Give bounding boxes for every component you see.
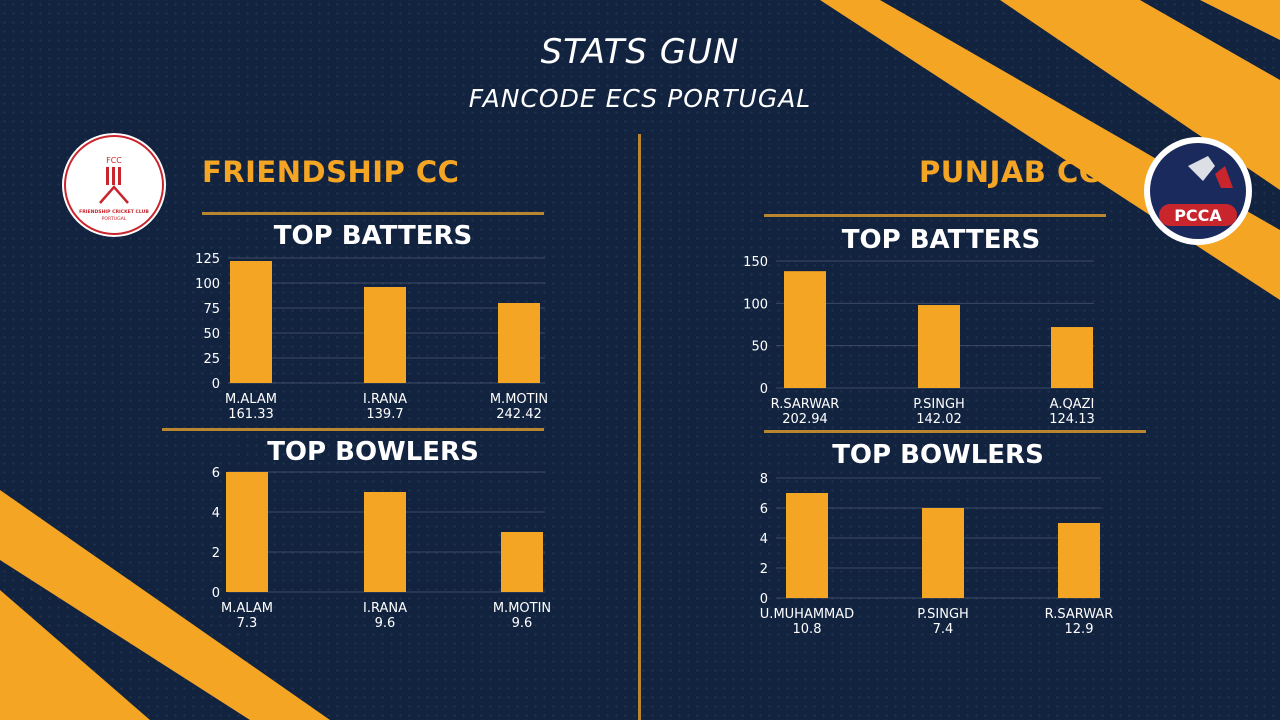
category-label: P.SINGH (917, 607, 969, 622)
page-title: STATS GUN (540, 32, 740, 72)
bar (786, 493, 828, 598)
bar (230, 261, 272, 383)
category-sublabel: 124.13 (1049, 412, 1095, 427)
right-mid-divider (764, 430, 1146, 433)
y-tick-label: 100 (195, 277, 220, 292)
y-tick-label: 4 (760, 532, 768, 547)
y-tick-label: 2 (212, 546, 220, 561)
bar (1058, 523, 1100, 598)
y-tick-label: 0 (212, 377, 220, 392)
left-batters-title: TOP BATTERS (273, 221, 473, 251)
category-label: A.QAZI (1050, 397, 1095, 412)
punjab-cc-logo: PCCA (1143, 136, 1253, 246)
center-divider (638, 134, 641, 720)
y-tick-label: 25 (203, 352, 220, 367)
category-sublabel: 142.02 (916, 412, 962, 427)
y-tick-label: 50 (203, 327, 220, 342)
y-tick-label: 0 (212, 586, 220, 601)
bar (1051, 327, 1093, 388)
category-label: M.ALAM (221, 601, 273, 616)
bar (226, 472, 268, 592)
category-label: I.RANA (363, 601, 407, 616)
left-bowlers-title: TOP BOWLERS (267, 437, 479, 467)
category-sublabel: 7.4 (933, 622, 954, 637)
stripe-top-right-3 (1200, 0, 1280, 40)
logo-initials-right: PCCA (1174, 206, 1222, 225)
y-tick-label: 75 (203, 302, 220, 317)
y-tick-label: 2 (760, 562, 768, 577)
bar (784, 271, 826, 388)
team-name-right: PUNJAB CC (919, 155, 1101, 189)
category-sublabel: 9.6 (375, 616, 396, 631)
y-tick-label: 0 (760, 592, 768, 607)
team-name-left: FRIENDSHIP CC (202, 155, 460, 189)
y-tick-label: 6 (212, 466, 220, 481)
logo-initials: FCC (106, 156, 122, 165)
logo-line2: PORTUGAL (102, 216, 127, 222)
category-label: R.SARWAR (1045, 607, 1114, 622)
y-tick-label: 8 (760, 472, 768, 487)
category-label: I.RANA (363, 392, 407, 407)
stripe-bottom-left-1 (0, 490, 330, 720)
y-tick-label: 0 (760, 382, 768, 397)
y-tick-label: 4 (212, 506, 220, 521)
category-label: M.ALAM (225, 392, 277, 407)
bar (501, 532, 543, 592)
page-subtitle: FANCODE ECS PORTUGAL (468, 84, 812, 113)
bar (918, 305, 960, 388)
category-label: U.MUHAMMAD (760, 607, 854, 622)
logo-line1: FRIENDSHIP CRICKET CLUB (79, 209, 149, 215)
category-label: M.MOTIN (493, 601, 551, 616)
left-mid-divider (162, 428, 544, 431)
bar (498, 303, 540, 383)
bar (922, 508, 964, 598)
category-sublabel: 10.8 (793, 622, 822, 637)
category-sublabel: 12.9 (1065, 622, 1094, 637)
y-tick-label: 125 (195, 252, 220, 267)
left-team-underline (202, 212, 544, 215)
category-sublabel: 7.3 (237, 616, 258, 631)
category-label: M.MOTIN (490, 392, 548, 407)
right-team-underline (764, 214, 1106, 217)
category-sublabel: 139.7 (366, 407, 403, 422)
friendship-cc-logo: FCC FRIENDSHIP CRICKET CLUB PORTUGAL (60, 133, 168, 237)
category-label: P.SINGH (913, 397, 965, 412)
y-tick-label: 6 (760, 502, 768, 517)
bar (364, 287, 406, 383)
category-sublabel: 242.42 (496, 407, 542, 422)
y-tick-label: 50 (751, 340, 768, 355)
right-bowlers-title: TOP BOWLERS (832, 440, 1044, 470)
right-batters-title: TOP BATTERS (841, 225, 1041, 255)
y-tick-label: 150 (743, 255, 768, 270)
category-sublabel: 161.33 (228, 407, 274, 422)
category-sublabel: 202.94 (782, 412, 828, 427)
bar (364, 492, 406, 592)
category-sublabel: 9.6 (512, 616, 533, 631)
y-tick-label: 100 (743, 297, 768, 312)
stripe-bottom-left-2 (0, 590, 150, 720)
category-label: R.SARWAR (771, 397, 840, 412)
